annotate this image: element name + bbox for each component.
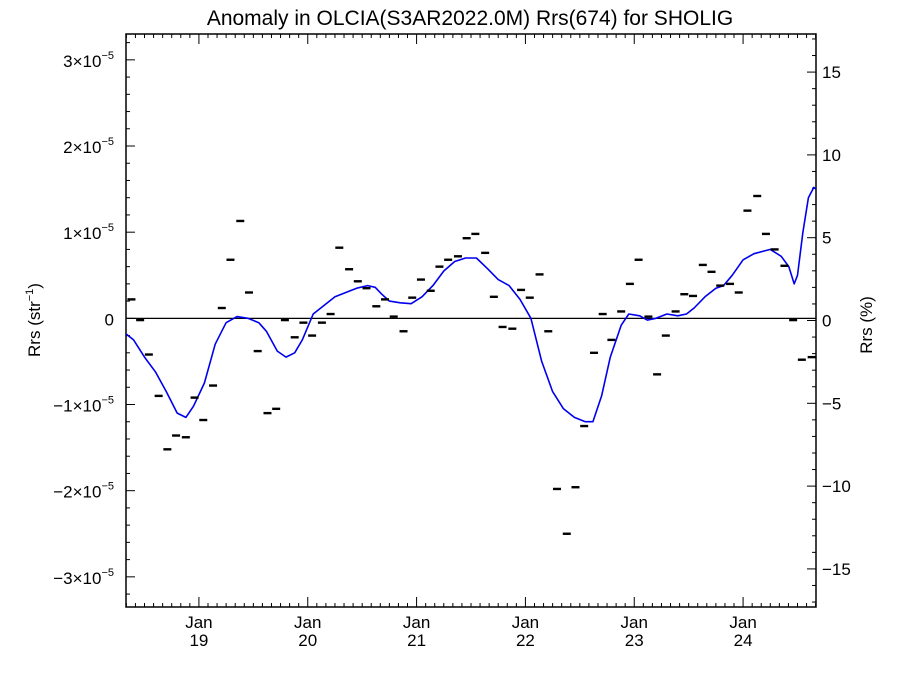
x-tick-month-label: Jan (512, 613, 539, 632)
left-tick-exponent: −5 (101, 50, 114, 62)
left-tick-mantissa: 0 (105, 310, 114, 329)
x-tick-year-label: 22 (516, 631, 535, 650)
left-tick-exponent: −5 (101, 136, 114, 148)
left-tick-mantissa: 1×10 (63, 224, 101, 243)
x-tick-month-label: Jan (185, 613, 212, 632)
left-tick-mantissa: 2×10 (63, 138, 101, 157)
left-axis-label: Rrs (str−1) (24, 283, 44, 357)
right-axis-label: Rrs (%) (857, 296, 876, 354)
x-tick-year-label: 20 (298, 631, 317, 650)
x-tick-month-label: Jan (729, 613, 756, 632)
right-tick-label: −10 (822, 477, 851, 496)
left-tick-exponent: −5 (101, 222, 114, 234)
chart-title: Anomaly in OLCIA(S3AR2022.0M) Rrs(674) f… (207, 7, 733, 30)
right-tick-label: −15 (822, 560, 851, 579)
right-tick-label: 15 (822, 63, 841, 82)
left-tick-label: 3×10−5 (63, 50, 114, 71)
left-tick-label: −1×10−5 (53, 395, 114, 416)
right-tick-label: 0 (822, 312, 831, 331)
left-tick-label: 1×10−5 (63, 222, 114, 243)
left-tick-mantissa: 3×10 (63, 52, 101, 71)
left-axis-label-base: Rrs (str (25, 301, 44, 357)
left-tick-exponent: −5 (101, 567, 114, 579)
x-tick-month-label: Jan (294, 613, 321, 632)
right-tick-label: 10 (822, 146, 841, 165)
left-axis-label-end: ) (25, 283, 44, 289)
left-tick-label: 2×10−5 (63, 136, 114, 157)
right-tick-label: 5 (822, 229, 831, 248)
right-tick-label: −5 (822, 394, 841, 413)
left-tick-label: 0 (105, 310, 114, 329)
smoothed-anomaly-line (125, 186, 817, 423)
left-tick-mantissa: −2×10 (53, 483, 101, 502)
x-tick-year-label: 21 (407, 631, 426, 650)
left-tick-label: −3×10−5 (53, 567, 114, 588)
plot-area: 3×10−52×10−51×10−50−1×10−5−2×10−5−3×10−5… (53, 33, 851, 650)
x-tick-year-label: 19 (189, 631, 208, 650)
left-tick-mantissa: −3×10 (53, 569, 101, 588)
left-tick-exponent: −5 (101, 481, 114, 493)
x-tick-month-label: Jan (621, 613, 648, 632)
left-tick-label: −2×10−5 (53, 481, 114, 502)
left-tick-mantissa: −1×10 (53, 397, 101, 416)
left-tick-exponent: −5 (101, 395, 114, 407)
left-axis-label-sup: −1 (24, 289, 36, 302)
x-tick-month-label: Jan (403, 613, 430, 632)
x-tick-year-label: 24 (734, 631, 753, 650)
x-tick-year-label: 23 (625, 631, 644, 650)
